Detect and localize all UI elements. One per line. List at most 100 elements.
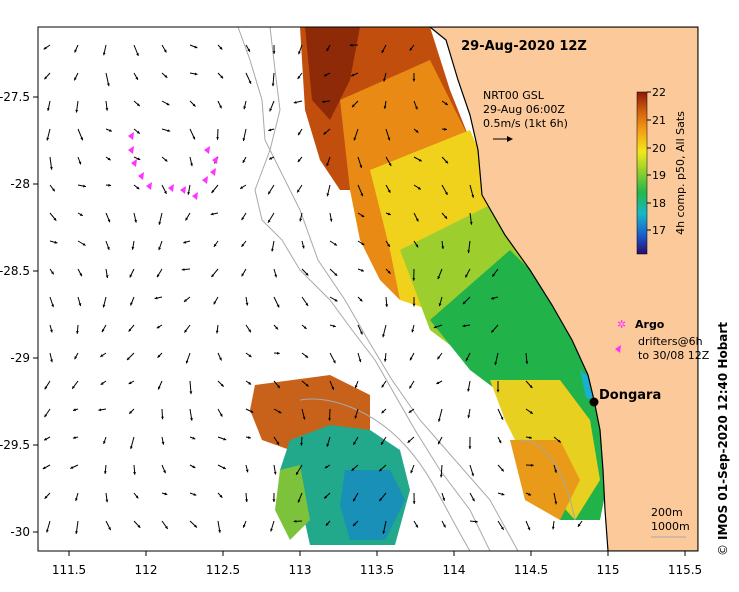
- x-tick-label: 114.5: [514, 563, 548, 577]
- current-vector-head: [381, 441, 384, 445]
- current-vector-head: [135, 495, 139, 499]
- current-vector-head: [211, 190, 215, 193]
- current-vector-head: [324, 73, 327, 77]
- drifters-label-1: drifters@6h: [638, 335, 703, 348]
- current-vector-head: [278, 410, 282, 414]
- current-vector-head: [467, 250, 471, 254]
- source-line-2: 29-Aug 06:00Z: [483, 103, 565, 116]
- argo-label: Argo: [635, 318, 665, 331]
- current-vector-head: [268, 128, 272, 132]
- current-vector-head: [161, 441, 165, 445]
- current-vector-head: [500, 468, 504, 472]
- map-title: 29-Aug-2020 12Z: [461, 39, 587, 54]
- current-vector-head: [74, 77, 77, 81]
- current-vector-head: [194, 72, 198, 76]
- current-vector-head: [44, 414, 48, 418]
- current-vector-head: [184, 299, 187, 302]
- current-vector-head: [50, 359, 53, 363]
- current-vector-head: [213, 243, 217, 247]
- current-vector-head: [157, 354, 161, 358]
- current-vector-head: [164, 74, 168, 78]
- current-vector-head: [128, 328, 132, 332]
- current-vector-head: [102, 304, 106, 308]
- current-vector-head: [305, 355, 309, 358]
- current-vector-head: [215, 330, 219, 334]
- current-vector-head: [383, 78, 386, 82]
- current-vector-head: [501, 492, 505, 496]
- current-vector-head: [156, 325, 160, 329]
- current-vector-head: [494, 362, 498, 365]
- current-vector-head: [417, 186, 421, 190]
- current-vector-head: [194, 524, 197, 528]
- current-vector-head: [136, 53, 139, 56]
- current-vector-head: [273, 471, 277, 475]
- current-vector-head: [297, 159, 301, 162]
- current-vector-head: [467, 415, 471, 419]
- current-vector-head: [223, 437, 227, 441]
- current-vector-head: [388, 163, 392, 166]
- current-vector-head: [557, 439, 561, 443]
- current-vector-head: [245, 302, 249, 306]
- current-vector-head: [46, 529, 49, 533]
- bathymetry-contours: [237, 27, 576, 551]
- current-vector-head: [407, 439, 411, 443]
- sst-swath-hot: [305, 27, 360, 120]
- current-vector-head: [192, 136, 196, 140]
- colorbar-label: 4h comp. p50, All Sats: [674, 111, 687, 235]
- current-vector-head: [408, 410, 412, 413]
- current-vector-head: [409, 47, 413, 51]
- current-vector-head: [108, 183, 111, 187]
- land-australia: [429, 27, 698, 551]
- current-vector-head: [472, 498, 475, 502]
- current-vector-head: [75, 109, 79, 113]
- x-axis-labels: 111.5 112 112.5 113 113.5 114 114.5 115 …: [52, 563, 702, 577]
- current-vector-head: [387, 212, 391, 216]
- current-vector-head: [381, 50, 385, 53]
- current-vector-head: [245, 469, 249, 473]
- current-vector-head: [79, 273, 82, 277]
- drifter-tracks: [128, 132, 218, 200]
- place-label-dongara: Dongara: [599, 388, 661, 403]
- contour-label-1000m: 1000m: [651, 520, 690, 533]
- current-vector-head: [184, 329, 188, 333]
- current-vector-head: [103, 441, 106, 444]
- current-vector-head: [272, 499, 276, 502]
- current-vector-head: [213, 301, 217, 305]
- sst-swath-orange-south: [510, 440, 580, 520]
- current-vector-head: [415, 218, 419, 222]
- current-vector-head: [305, 303, 309, 306]
- current-vector-head: [272, 51, 276, 54]
- current-vector-head: [334, 242, 337, 246]
- current-vector-head: [332, 324, 336, 328]
- current-vector-head: [438, 441, 441, 445]
- colorbar-tick-label: 20: [652, 142, 666, 155]
- current-vector-head: [529, 411, 533, 414]
- current-vector-head: [275, 326, 278, 330]
- axis-ticks: [33, 96, 686, 556]
- current-vector-head: [46, 137, 50, 141]
- current-vector-head: [51, 271, 54, 275]
- current-vector-head: [187, 192, 191, 195]
- current-vector-head: [381, 384, 385, 388]
- x-tick-label: 112.5: [206, 563, 240, 577]
- current-vector-head: [410, 470, 414, 474]
- current-vector-head: [219, 413, 223, 417]
- scale-arrow-icon: [493, 136, 513, 142]
- current-vector-head: [433, 325, 437, 329]
- current-vector-head: [324, 465, 328, 469]
- current-vector-head: [439, 474, 443, 478]
- current-vector-head: [164, 190, 167, 194]
- current-vector-head: [137, 157, 141, 160]
- current-vector-head: [469, 221, 473, 225]
- current-vector-head: [465, 274, 468, 278]
- current-vector-head: [325, 522, 329, 526]
- colorbar-tick-label: 17: [652, 224, 666, 237]
- current-vector-head: [190, 417, 193, 421]
- current-vector-head: [243, 524, 246, 528]
- current-vector-head: [296, 471, 299, 475]
- current-vector-head: [189, 391, 193, 395]
- current-vector-head: [98, 408, 102, 412]
- current-vector-head: [444, 102, 448, 105]
- current-vector-head: [78, 303, 82, 306]
